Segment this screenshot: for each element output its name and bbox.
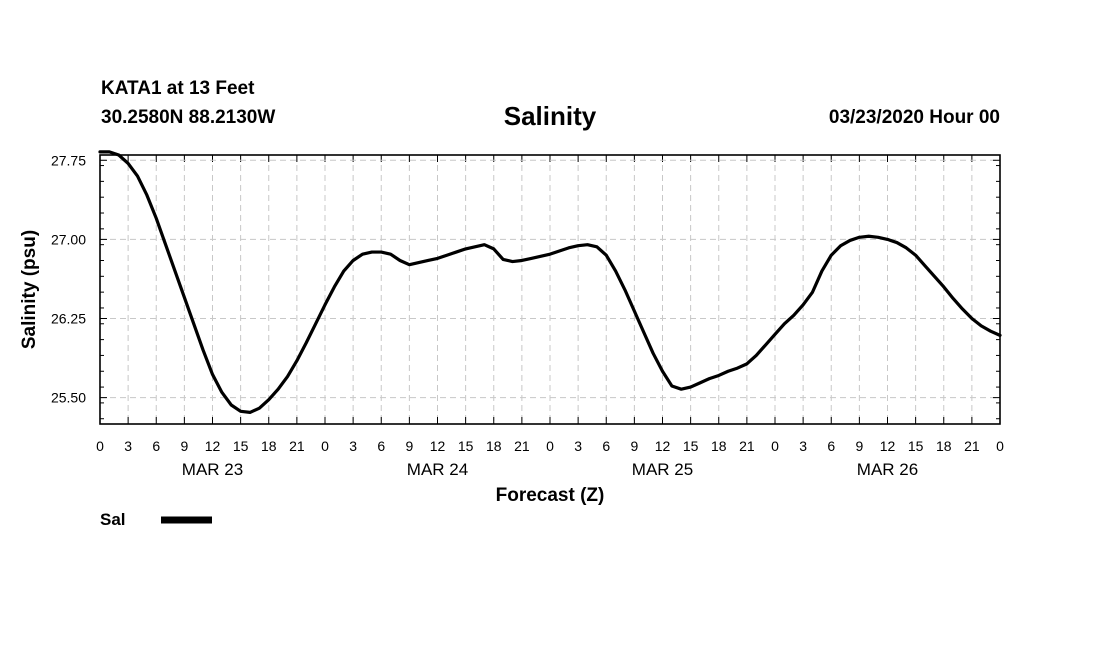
x-tick-label: 18 [486, 438, 502, 454]
x-tick-label: 0 [996, 438, 1004, 454]
y-tick-label: 27.75 [51, 152, 86, 168]
x-tick-label: 12 [205, 438, 221, 454]
x-tick-label: 21 [739, 438, 755, 454]
x-tick-label: 18 [711, 438, 727, 454]
x-tick-label: 12 [430, 438, 446, 454]
station-label: KATA1 at 13 Feet [101, 78, 255, 99]
y-tick-label: 27.00 [51, 231, 86, 247]
x-tick-label: 6 [602, 438, 610, 454]
x-day-label: MAR 26 [857, 460, 918, 479]
x-tick-label: 21 [514, 438, 530, 454]
x-tick-label: 9 [180, 438, 188, 454]
x-tick-label: 0 [771, 438, 779, 454]
x-axis-label: Forecast (Z) [496, 485, 605, 506]
x-tick-label: 15 [683, 438, 699, 454]
y-axis-label: Salinity (psu) [19, 230, 40, 349]
x-tick-label: 6 [377, 438, 385, 454]
x-tick-label: 18 [261, 438, 277, 454]
x-tick-label: 3 [574, 438, 582, 454]
x-tick-label: 15 [908, 438, 924, 454]
legend-label: Sal [100, 510, 126, 529]
x-tick-label: 18 [936, 438, 952, 454]
x-tick-label: 6 [827, 438, 835, 454]
x-day-label: MAR 25 [632, 460, 693, 479]
y-tick-label: 25.50 [51, 390, 86, 406]
series-line-sal [98, 150, 1002, 414]
chart-title: Salinity [503, 101, 597, 131]
x-tick-label: 12 [655, 438, 671, 454]
x-tick-label: 21 [964, 438, 980, 454]
x-tick-label: 3 [124, 438, 132, 454]
x-tick-label: 15 [458, 438, 474, 454]
x-tick-label: 3 [799, 438, 807, 454]
x-tick-label: 0 [321, 438, 329, 454]
x-tick-label: 6 [152, 438, 160, 454]
x-tick-label: 9 [630, 438, 638, 454]
x-tick-label: 21 [289, 438, 305, 454]
x-day-label: MAR 24 [407, 460, 468, 479]
x-tick-label: 12 [880, 438, 896, 454]
y-tick-label: 26.25 [51, 311, 86, 327]
location-label: 30.2580N 88.2130W [101, 107, 276, 128]
datetime-label: 03/23/2020 Hour 00 [828, 107, 1000, 128]
x-tick-label: 0 [546, 438, 554, 454]
x-tick-label: 15 [233, 438, 249, 454]
x-day-label: MAR 23 [182, 460, 243, 479]
x-tick-label: 9 [405, 438, 413, 454]
x-tick-label: 9 [855, 438, 863, 454]
x-tick-label: 0 [96, 438, 104, 454]
x-tick-label: 3 [349, 438, 357, 454]
plot-frame [99, 154, 1001, 425]
